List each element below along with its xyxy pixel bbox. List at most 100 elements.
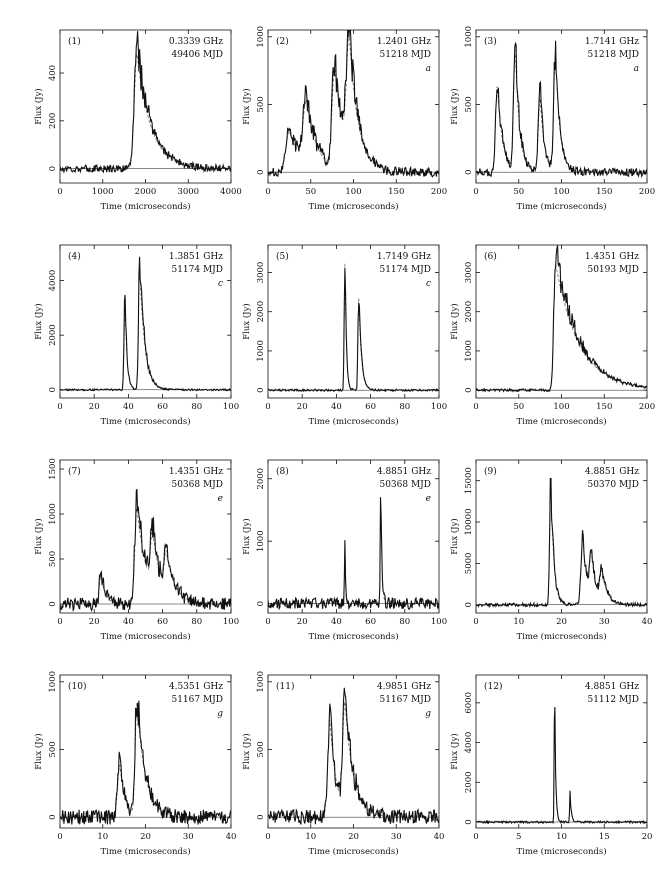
x-tick-label: 0 xyxy=(57,617,62,627)
y-tick-label: 0 xyxy=(48,166,58,171)
x-tick-label: 60 xyxy=(365,617,376,627)
plot-frame xyxy=(267,459,440,614)
y-tick-label: 0 xyxy=(48,814,58,819)
y-tick-label: 4000 xyxy=(464,732,474,754)
y-tick-label: 0 xyxy=(256,814,266,819)
data-series-line xyxy=(268,497,439,611)
component-label: g xyxy=(425,709,431,719)
x-tick-label: 200 xyxy=(639,402,655,412)
x-tick-label: 0 xyxy=(57,187,62,197)
y-tick-label: 1000 xyxy=(256,26,266,48)
y-tick-label: 2000 xyxy=(48,324,58,346)
fit-series-line xyxy=(476,53,647,173)
x-axis-title: Time (microseconds) xyxy=(100,201,190,212)
y-tick-label: 4000 xyxy=(48,270,58,292)
chart-panel-10: 0 10 20 30 40 0 500 1000 Time (microseconds) Flux… xyxy=(33,671,236,857)
x-tick-label: 0 xyxy=(265,617,270,627)
x-axis-title: Time (microseconds) xyxy=(100,631,190,642)
x-tick-label: 40 xyxy=(331,402,342,412)
y-axis-title: Flux (Jy) xyxy=(449,733,460,769)
x-tick-label: 60 xyxy=(157,402,168,412)
fit-series-line xyxy=(268,701,439,818)
x-tick-label: 4000 xyxy=(220,187,242,197)
mjd-label: 51167 MJD xyxy=(171,695,223,705)
chart-panel-12: 0 5 10 15 20 0 2000 4000 6000 Time (microseconds)… xyxy=(449,674,653,857)
data-series-line xyxy=(268,268,439,393)
y-tick-label: 0 xyxy=(464,169,474,174)
x-tick-label: 0 xyxy=(265,402,270,412)
panel-number: (1) xyxy=(68,36,81,47)
x-tick-label: 0 xyxy=(265,187,270,197)
mjd-label: 50368 MJD xyxy=(171,480,223,490)
panel-number: (11) xyxy=(276,681,294,692)
fit-series-line xyxy=(60,54,231,170)
x-axis-title: Time (microseconds) xyxy=(516,846,606,857)
x-tick-label: 0 xyxy=(265,832,270,842)
y-tick-label: 500 xyxy=(256,741,266,757)
y-tick-label: 5000 xyxy=(464,553,474,575)
y-axis-title: Flux (Jy) xyxy=(33,733,44,769)
x-tick-label: 10 xyxy=(513,617,524,627)
y-tick-label: 2000 xyxy=(256,468,266,490)
frequency-label: 1.2401 GHz xyxy=(377,37,431,47)
y-tick-label: 2000 xyxy=(464,301,474,323)
x-axis-title: Time (microseconds) xyxy=(308,631,398,642)
x-tick-label: 0 xyxy=(57,402,62,412)
x-tick-label: 40 xyxy=(331,617,342,627)
y-tick-label: 500 xyxy=(48,741,58,757)
y-axis-title: Flux (Jy) xyxy=(449,303,460,339)
frequency-label: 4.5351 GHz xyxy=(169,682,223,692)
x-tick-label: 20 xyxy=(297,617,308,627)
frequency-label: 4.8851 GHz xyxy=(377,467,431,477)
x-axis-title: Time (microseconds) xyxy=(100,416,190,427)
panel-number: (4) xyxy=(68,251,81,262)
fit-series-line xyxy=(476,722,647,823)
y-tick-label: 1000 xyxy=(256,671,266,693)
x-tick-label: 20 xyxy=(642,832,653,842)
component-label: a xyxy=(426,64,431,74)
x-tick-label: 15 xyxy=(599,832,610,842)
x-tick-label: 100 xyxy=(345,187,361,197)
data-series-line xyxy=(476,706,647,825)
y-tick-label: 2000 xyxy=(256,301,266,323)
x-tick-label: 3000 xyxy=(177,187,199,197)
fit-series-line xyxy=(268,34,439,173)
y-tick-label: 0 xyxy=(464,387,474,392)
mjd-label: 51167 MJD xyxy=(379,695,431,705)
x-tick-label: 20 xyxy=(297,402,308,412)
mjd-label: 51218 MJD xyxy=(379,50,431,60)
mjd-label: 50193 MJD xyxy=(587,265,639,275)
y-tick-label: 1000 xyxy=(48,503,58,525)
x-tick-label: 100 xyxy=(223,402,239,412)
y-tick-label: 0 xyxy=(256,169,266,174)
frequency-label: 4.8851 GHz xyxy=(585,467,639,477)
y-tick-label: 15000 xyxy=(464,467,474,494)
y-tick-label: 1000 xyxy=(464,340,474,362)
x-tick-label: 30 xyxy=(183,832,194,842)
fit-series-line xyxy=(268,510,439,604)
data-series-line xyxy=(476,477,647,609)
plot-frame xyxy=(59,244,232,399)
x-tick-label: 10 xyxy=(305,832,316,842)
mjd-label: 50368 MJD xyxy=(379,480,431,490)
panel-number: (6) xyxy=(484,251,497,262)
fit-series-line xyxy=(268,263,439,391)
plot-frame xyxy=(59,459,232,614)
panel-number: (2) xyxy=(276,36,289,47)
fit-series-line xyxy=(60,265,231,391)
chart-panel-2: 0 50 100 150 200 0 500 1000 Time (microseconds) F… xyxy=(241,26,447,212)
data-series-line xyxy=(60,31,231,174)
x-tick-label: 2000 xyxy=(135,187,157,197)
panel-number: (9) xyxy=(484,466,497,477)
panel-number: (7) xyxy=(68,466,81,477)
x-tick-label: 150 xyxy=(388,187,404,197)
y-tick-label: 0 xyxy=(256,387,266,392)
x-tick-label: 20 xyxy=(89,402,100,412)
x-tick-label: 20 xyxy=(556,617,567,627)
x-tick-label: 10 xyxy=(97,832,108,842)
